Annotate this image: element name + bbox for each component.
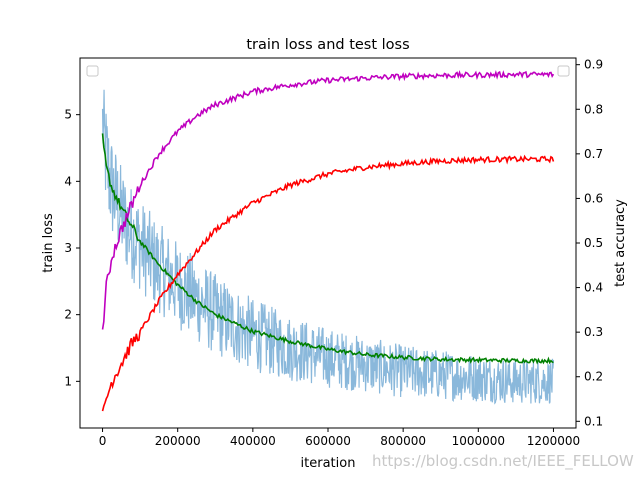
y-right-tick-label: 0.3 xyxy=(584,325,603,339)
y-axis-label: train loss xyxy=(41,213,56,273)
watermark-text: https://blog.csdn.net/IEEE_FELLOW xyxy=(372,452,634,470)
series-layer xyxy=(101,69,555,412)
y-right-tick-label: 0.8 xyxy=(584,102,603,116)
x-tick-label: 600000 xyxy=(305,434,351,448)
x-axis-ticks: 0 200000 400000 600000 800000 1000000 1200000 xyxy=(99,428,580,448)
y-right-tick-label: 0.5 xyxy=(584,236,603,250)
y-tick-label: 5 xyxy=(64,108,72,122)
legend-left-box xyxy=(86,65,99,77)
y-right-tick-label: 0.7 xyxy=(584,147,603,161)
y-right-tick-label: 0.1 xyxy=(584,414,603,428)
y-right-tick-label: 0.9 xyxy=(584,58,603,72)
y-tick-label: 4 xyxy=(64,174,72,188)
y-tick-label: 3 xyxy=(64,241,72,255)
y-axis-ticks: 1 2 3 4 5 xyxy=(64,108,80,388)
x-tick-label: 400000 xyxy=(230,434,276,448)
y-right-axis-label: test accuracy xyxy=(613,199,628,287)
series-train-loss-raw xyxy=(101,89,555,405)
y-tick-label: 2 xyxy=(64,308,72,322)
series-train-loss-smoothed xyxy=(101,133,554,365)
y-right-axis-ticks: 0.1 0.2 0.3 0.4 0.5 0.6 0.7 0.8 0.9 xyxy=(576,58,603,428)
y-right-tick-label: 0.6 xyxy=(584,191,603,205)
series-test-accuracy-magenta xyxy=(101,69,555,330)
x-axis-label: iteration xyxy=(301,456,356,471)
x-tick-label: 1000000 xyxy=(452,434,505,448)
y-right-tick-label: 0.4 xyxy=(584,281,603,295)
y-right-tick-label: 0.2 xyxy=(584,370,603,384)
chart-title: train loss and test loss xyxy=(246,37,409,53)
x-tick-label: 1200000 xyxy=(527,434,580,448)
x-tick-label: 800000 xyxy=(380,434,426,448)
series-test-accuracy-red xyxy=(101,154,555,412)
x-tick-label: 0 xyxy=(99,434,107,448)
legend-right-box xyxy=(557,65,570,77)
y-tick-label: 1 xyxy=(64,374,72,388)
x-tick-label: 200000 xyxy=(155,434,201,448)
